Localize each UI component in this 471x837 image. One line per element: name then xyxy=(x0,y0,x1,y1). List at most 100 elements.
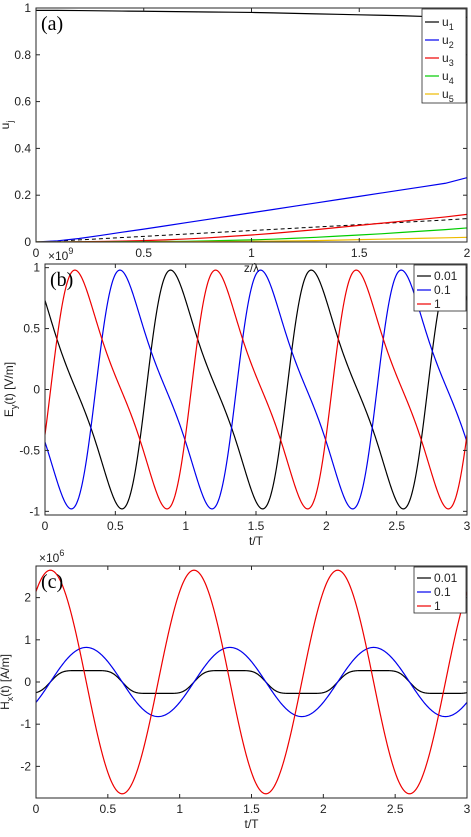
axis-exponent: ×106 xyxy=(39,548,64,565)
legend-entry-0.1: 0.1 xyxy=(434,283,451,297)
panel-label: (c) xyxy=(41,571,63,593)
y-label-rest: (t) [V/m] xyxy=(2,362,16,405)
y-tick-label: 1 xyxy=(33,261,40,275)
legend-box xyxy=(413,264,467,312)
y-tick-label: 0 xyxy=(24,235,31,249)
series-line-u2 xyxy=(36,177,467,242)
y-axis-label: Ey(t) [V/m] xyxy=(2,362,19,417)
series-line-u3 xyxy=(36,213,467,242)
legend-entry-1: 1 xyxy=(434,297,441,311)
legend-main: u xyxy=(442,69,449,83)
legend-entry-u4: u4 xyxy=(442,69,454,86)
legend-main: u xyxy=(442,33,449,47)
y-tick-label: 0.6 xyxy=(14,95,31,109)
legend-entry-u1: u1 xyxy=(442,15,454,32)
y-tick-label: -1 xyxy=(29,504,40,518)
plot-frame xyxy=(35,565,468,799)
exponent-power: 6 xyxy=(59,548,64,558)
x-tick-label: 2 xyxy=(323,519,330,533)
y-tick-label: 0 xyxy=(33,383,40,397)
legend-entry-0.01: 0.01 xyxy=(434,269,458,283)
x-axis-label: t/T xyxy=(249,534,264,548)
y-label-main: u xyxy=(0,123,12,130)
y-axis-label: uj xyxy=(0,121,15,130)
legend-sub: 5 xyxy=(449,94,454,104)
legend-box xyxy=(421,8,467,104)
y-tick-label: 0.5 xyxy=(23,322,40,336)
y-tick-label: 0.8 xyxy=(14,48,31,62)
y-tick-label: -1 xyxy=(20,717,31,731)
exponent-power: 9 xyxy=(68,246,73,256)
y-label-sub: y xyxy=(9,404,19,409)
y-tick-label: -0.5 xyxy=(19,443,40,457)
legend-main: u xyxy=(442,15,449,29)
y-tick-label: -2 xyxy=(20,759,31,773)
legend-sub: 2 xyxy=(449,40,454,50)
series-line-0.01 xyxy=(36,670,467,694)
y-tick-label: 0 xyxy=(24,675,31,689)
chart-panel-a: 00.511.5200.20.40.60.81(a)z/λuju1u2u3u4u… xyxy=(0,1,471,275)
legend-box xyxy=(413,566,467,614)
x-tick-label: 1 xyxy=(182,519,189,533)
x-tick-label: 1 xyxy=(248,246,255,260)
y-label-rest: (t) [A/m] xyxy=(0,654,12,697)
y-tick-label: 0.2 xyxy=(14,188,31,202)
y-tick-label: 2 xyxy=(24,591,31,605)
legend-entry-1: 1 xyxy=(434,599,441,613)
legend-entry-0.01: 0.01 xyxy=(434,571,458,585)
exponent-base: ×10 xyxy=(48,249,69,263)
x-tick-label: 2.5 xyxy=(388,519,405,533)
chart-panel-c: 0 0.5 1 1.5 2 2.5 3 -2 -1 0 1 2 (c) t/T Hx(t) [A/m] ×10… xyxy=(0,548,471,831)
y-label-main: H xyxy=(0,701,12,710)
series-line-1 xyxy=(45,269,467,510)
legend-sub: 4 xyxy=(449,76,454,86)
y-label-main: E xyxy=(2,409,16,417)
x-tick-label: 2.5 xyxy=(387,802,404,816)
plot-area xyxy=(36,569,467,795)
x-tick-label: 1 xyxy=(176,802,183,816)
x-axis-label: t/T xyxy=(245,817,260,831)
x-tick-label: 2 xyxy=(320,802,327,816)
series-line-u1 xyxy=(36,9,467,18)
plot-frame xyxy=(35,7,468,243)
legend-entry-u2: u2 xyxy=(442,33,454,50)
x-tick-label: 0.5 xyxy=(135,246,152,260)
x-tick-label: 1.5 xyxy=(248,519,265,533)
x-tick-label: 0 xyxy=(33,802,40,816)
y-tick-label: 0.4 xyxy=(14,141,31,155)
x-tick-label: 1.5 xyxy=(243,802,260,816)
y-tick-label: 1 xyxy=(24,1,31,15)
x-tick-label: 3 xyxy=(464,802,471,816)
legend-entry-u3: u3 xyxy=(442,51,454,68)
y-tick-label: 1 xyxy=(24,633,31,647)
dashed-reference-line xyxy=(36,218,467,242)
x-tick-label: 3 xyxy=(464,519,471,533)
axis-exponent: ×109 xyxy=(48,246,73,263)
panel-label: (b) xyxy=(50,269,73,291)
y-label-sub: j xyxy=(5,121,15,124)
x-tick-label: 2 xyxy=(464,246,471,260)
legend-main: u xyxy=(442,87,449,101)
panel-label: (a) xyxy=(41,13,63,35)
legend-main: u xyxy=(442,51,449,65)
series-line-0.1 xyxy=(36,646,467,718)
plot-area xyxy=(45,269,467,510)
series-line-0.1 xyxy=(45,269,467,510)
legend-sub: 3 xyxy=(449,58,454,68)
legend-sub: 1 xyxy=(449,22,454,32)
legend-entry-u5: u5 xyxy=(442,87,454,104)
chart-panel-b: 0 0.5 1 1.5 2 2.5 3 -1 -0.5 0 0.5 1 (b) t/T Ey(t) [V/m… xyxy=(2,246,471,548)
legend-entry-0.1: 0.1 xyxy=(434,585,451,599)
plot-area xyxy=(36,8,467,242)
x-tick-label: 0 xyxy=(33,246,40,260)
x-tick-label: 0.5 xyxy=(107,519,124,533)
y-label-sub: x xyxy=(5,696,15,701)
exponent-base: ×10 xyxy=(39,551,60,565)
x-tick-label: 1.5 xyxy=(351,246,368,260)
y-axis-label: Hx(t) [A/m] xyxy=(0,654,15,710)
x-tick-label: 0.5 xyxy=(99,802,116,816)
series-line-0.01 xyxy=(45,269,467,510)
series-line-1 xyxy=(36,569,467,795)
x-tick-label: 0 xyxy=(42,519,49,533)
